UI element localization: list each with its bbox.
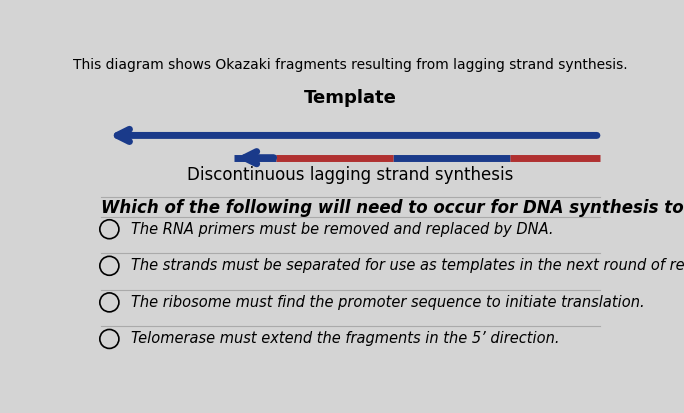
Text: Discontinuous lagging strand synthesis: Discontinuous lagging strand synthesis [187,166,514,184]
Text: Template: Template [304,89,397,107]
Text: Telomerase must extend the fragments in the 5’ direction.: Telomerase must extend the fragments in … [131,332,559,347]
Text: The ribosome must find the promoter sequence to initiate translation.: The ribosome must find the promoter sequ… [131,295,644,310]
Text: Which of the following will need to occur for DNA synthesis to be complete?: Which of the following will need to occu… [101,199,684,217]
Text: This diagram shows Okazaki fragments resulting from lagging strand synthesis.: This diagram shows Okazaki fragments res… [73,57,628,71]
Text: The strands must be separated for use as templates in the next round of replicat: The strands must be separated for use as… [131,258,684,273]
Text: The RNA primers must be removed and replaced by DNA.: The RNA primers must be removed and repl… [131,222,553,237]
